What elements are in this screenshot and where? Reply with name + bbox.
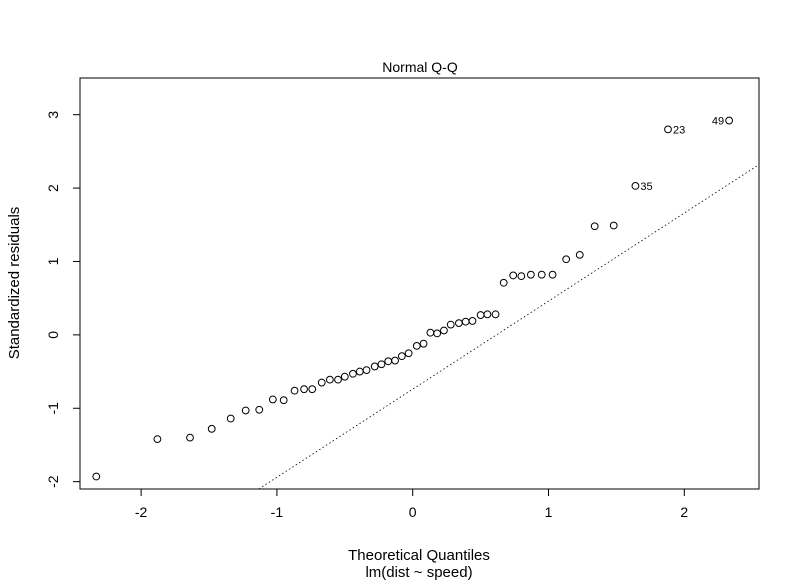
data-point [433,329,442,338]
data-point [483,310,492,319]
data-point [308,385,317,394]
y-axis: -2 -1 0 1 2 3 [45,111,81,488]
data-point [268,395,277,404]
data-point [446,320,455,329]
data-point [355,367,364,376]
y-tick-label: -1 [45,402,61,415]
data-point [491,310,500,319]
data-point [186,433,194,442]
data-point [725,116,734,125]
data-point [279,396,288,405]
data-point [476,311,485,319]
data-point [537,270,546,279]
data-point [362,366,371,375]
data-point [440,326,448,335]
reference-line-layer [258,164,760,490]
x-tick-label: -1 [271,504,284,520]
y-tick-label: 0 [45,331,61,339]
point-label: 49 [712,116,724,128]
data-point [334,375,342,384]
qq-reference-line [258,164,760,490]
data-point [526,270,535,279]
data-point [92,472,101,481]
data-point [404,349,413,358]
y-tick-label: 1 [45,257,61,265]
data-point [340,372,349,381]
data-point [255,405,264,414]
data-point [461,317,470,326]
x-tick-label: 0 [409,504,417,520]
data-point [412,341,421,350]
data-point [370,362,379,371]
data-point [153,435,162,443]
data-point [664,125,672,134]
data-point [300,385,308,394]
data-point [499,278,508,287]
points-layer [92,116,734,481]
data-point [207,424,216,433]
data-point [509,271,518,280]
data-point [468,317,477,325]
data-point [419,339,428,348]
x-axis-title: Theoretical Quantiles [348,547,490,564]
data-point [226,414,235,423]
data-point [397,352,406,361]
x-axis: -2 -1 0 1 2 [135,488,688,520]
y-axis-title: Standardized residuals [6,207,23,360]
data-point [517,272,526,281]
data-point [317,378,326,387]
data-point [325,375,334,384]
x-tick-label: -2 [135,504,148,520]
data-point [241,406,250,415]
data-point [575,250,584,259]
data-point [562,255,571,264]
point-label: 23 [673,124,685,136]
data-point [631,181,640,190]
data-point [426,328,435,337]
data-point [377,360,386,369]
x-tick-label: 2 [680,504,688,520]
data-point [391,356,399,365]
data-point [590,222,599,231]
data-point [609,221,618,230]
data-point [454,319,463,328]
chart-title: Normal Q-Q [382,59,458,75]
x-axis-subtitle: lm(dist ~ speed) [365,564,472,581]
data-point [349,369,357,378]
y-tick-label: -2 [45,475,61,488]
x-tick-label: 1 [545,504,553,520]
y-tick-label: 3 [45,111,61,119]
data-point [384,357,393,366]
point-labels-layer: 35 23 49 [640,116,724,193]
plot-frame [79,77,760,490]
point-label: 35 [640,181,652,193]
y-tick-label: 2 [45,184,61,192]
data-point [548,270,557,279]
data-point [290,386,299,395]
